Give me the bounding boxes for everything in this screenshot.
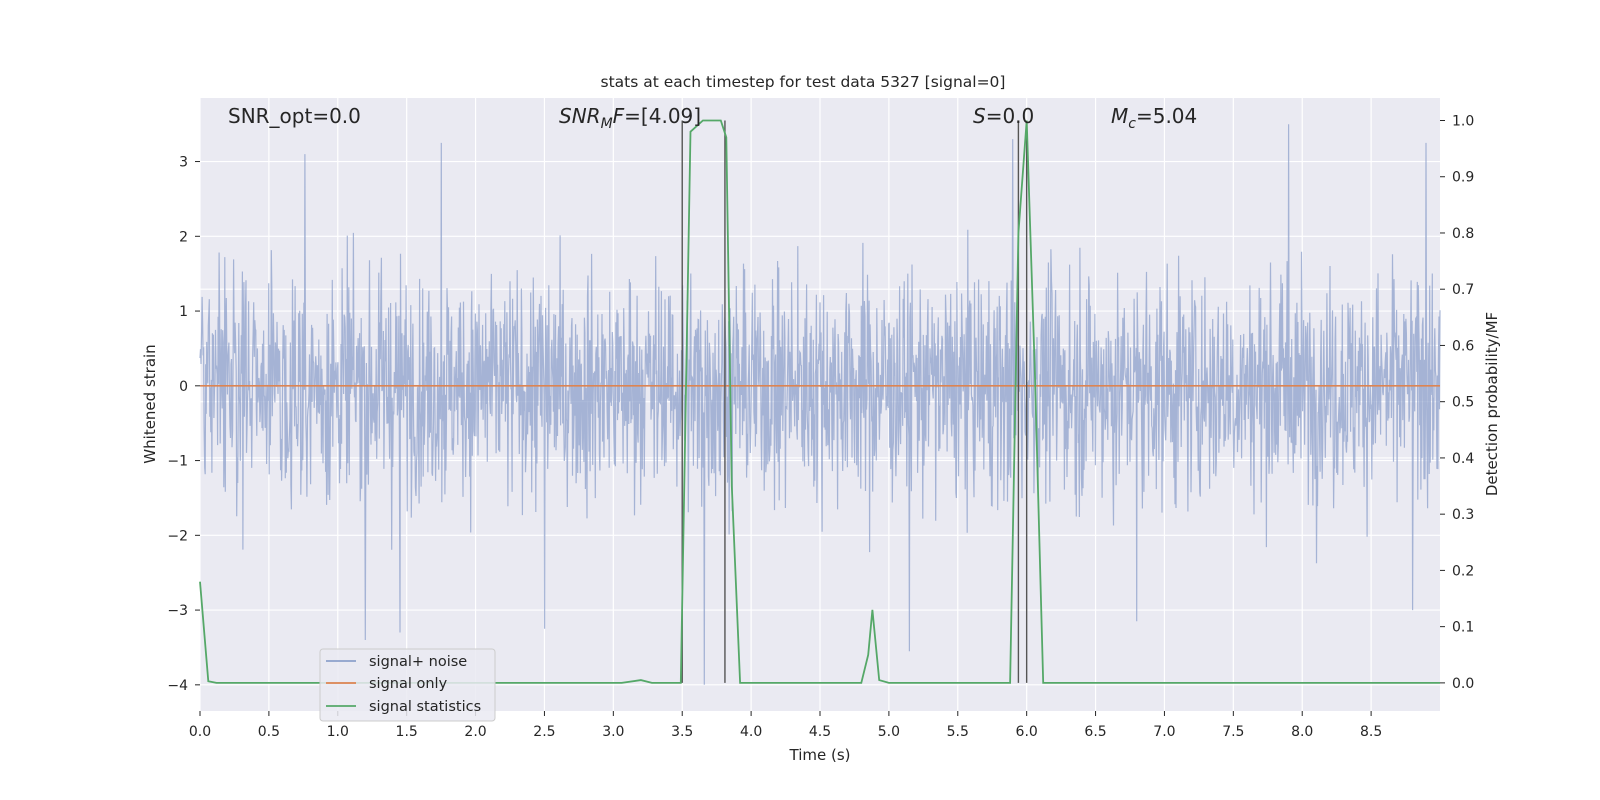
y-tick-label-left: −1 xyxy=(167,454,188,470)
y-tick-label-right: 0.1 xyxy=(1452,620,1474,636)
x-tick-label: 5.0 xyxy=(878,724,900,740)
y-tick-label-left: 1 xyxy=(179,304,188,320)
x-tick-label: 7.0 xyxy=(1153,724,1175,740)
y-tick-label-right: 0.5 xyxy=(1452,395,1474,411)
y-axis-label-left: Whitened strain xyxy=(141,344,159,463)
x-tick-label: 0.5 xyxy=(258,724,280,740)
x-tick-label: 1.0 xyxy=(327,724,349,740)
annotation-mc-value: =5.04 xyxy=(1136,104,1197,128)
x-tick-label: 2.0 xyxy=(464,724,486,740)
y-tick-label-right: 0.3 xyxy=(1452,507,1474,523)
legend-label-signal-statistics: signal statistics xyxy=(369,699,481,715)
annotation-snr-mf: SNRMF=[4.09] xyxy=(559,104,701,132)
x-tick-label: 2.5 xyxy=(533,724,555,740)
y-tick-label-right: 0.9 xyxy=(1452,170,1474,186)
x-axis-label: Time (s) xyxy=(789,746,851,764)
series-signal-statistics xyxy=(199,119,1440,684)
x-tick-label: 8.5 xyxy=(1360,724,1382,740)
y-tick-label-left: 2 xyxy=(179,229,188,245)
annotation-snr-opt: SNR_opt=0.0 xyxy=(228,104,361,128)
x-tick-label: 3.0 xyxy=(602,724,624,740)
x-tick-label: 3.5 xyxy=(671,724,693,740)
legend: signal+ noise signal only signal statist… xyxy=(319,648,496,722)
x-tick-label: 0.0 xyxy=(189,724,211,740)
legend-label-signal-only: signal only xyxy=(369,676,448,692)
y-tick-label-right: 0.0 xyxy=(1452,676,1474,692)
annotation-s-var: S xyxy=(973,104,986,128)
y-ticks-left: 3 2 1 0 −1 −2 −3 −4 xyxy=(167,155,200,694)
y-tick-label-left: −3 xyxy=(167,603,188,619)
annotation-mc-sub: c xyxy=(1128,116,1136,132)
y-tick-label-right: 1.0 xyxy=(1452,113,1474,129)
y-tick-label-right: 0.7 xyxy=(1452,282,1474,298)
x-tick-label: 6.5 xyxy=(1084,724,1106,740)
y-tick-label-right: 0.2 xyxy=(1452,563,1474,579)
annotation-snr-mf-sub: M xyxy=(601,116,613,132)
y-tick-label-right: 0.8 xyxy=(1452,226,1474,242)
y-tick-label-right: 0.4 xyxy=(1452,451,1474,467)
annotation-s: S=0.0 xyxy=(973,104,1034,128)
x-tick-label: 8.0 xyxy=(1291,724,1313,740)
annotation-snr-mf-var: F xyxy=(613,104,625,128)
annotation-mc-var: M xyxy=(1111,104,1128,128)
annotation-mc: Mc=5.04 xyxy=(1111,104,1197,132)
x-tick-label: 6.0 xyxy=(1016,724,1038,740)
x-tick-label: 4.5 xyxy=(809,724,831,740)
x-tick-label: 5.5 xyxy=(947,724,969,740)
y-axis-label-right: Detection probability/MF xyxy=(1483,312,1501,496)
y-tick-label-left: 0 xyxy=(179,379,188,395)
legend-label-signal-noise: signal+ noise xyxy=(369,654,467,670)
annotation-snr-mf-main: SNR xyxy=(559,104,601,128)
x-tick-label: 1.5 xyxy=(396,724,418,740)
y-tick-label-left: −4 xyxy=(167,678,188,694)
series-signal-noise xyxy=(199,124,1441,685)
y-tick-label-left: 3 xyxy=(179,155,188,171)
annotation-s-value: =0.0 xyxy=(986,104,1035,128)
legend-box xyxy=(319,648,496,722)
annotation-snr-mf-value: =[4.09] xyxy=(624,104,701,128)
plot-layer xyxy=(199,119,1441,685)
x-tick-label: 7.5 xyxy=(1222,724,1244,740)
y-tick-label-left: −2 xyxy=(167,528,188,544)
chart-title: stats at each timestep for test data 532… xyxy=(601,73,1006,91)
x-ticks: 0.0 0.5 1.0 1.5 2.0 2.5 3.0 3.5 4.0 4.5 5.0 5.5 6.0 6… xyxy=(189,711,1382,740)
y-ticks-right: 1.0 0.9 0.8 0.7 0.6 0.5 0.4 0.3 0.2 0.1 0.0 xyxy=(1440,113,1474,692)
y-tick-label-right: 0.6 xyxy=(1452,338,1474,354)
x-tick-label: 4.0 xyxy=(740,724,762,740)
